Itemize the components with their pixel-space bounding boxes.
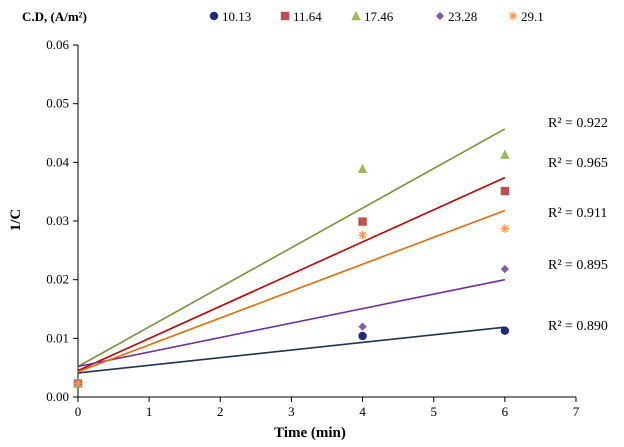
data-point-17-46 (500, 149, 510, 159)
data-point-23-28 (358, 322, 367, 331)
trendline-29-1 (77, 209, 506, 373)
legend-label-23-28: 23.28 (448, 9, 477, 24)
r2-label-23-28: R² = 0.895 (548, 258, 608, 273)
data-point-29-1 (73, 379, 83, 388)
trendline-23-28 (77, 278, 506, 368)
r2-label-29-1: R² = 0.911 (548, 206, 607, 221)
x-tick-label: 1 (146, 404, 153, 419)
x-tick-label: 3 (288, 404, 295, 419)
chart-r2-labels: R² = 0.890 R² = 0.965 R² = 0.922 R² = 0.895… (548, 116, 608, 334)
r2-label-17-46: R² = 0.922 (548, 116, 608, 131)
legend-marker-11-64 (280, 11, 290, 21)
legend-label-17-46: 17.46 (364, 9, 394, 24)
x-tick-label: 4 (359, 404, 366, 419)
y-tick-label: 0.04 (46, 154, 69, 169)
data-point-17-46 (357, 163, 368, 173)
trendline-10-13 (77, 326, 505, 374)
data-point-23-28 (500, 264, 510, 274)
trendline-11-64 (77, 176, 506, 372)
chart-legend: C.D, (A/m²) 10.13 11.64 17.46 23.28 29.1 (22, 9, 544, 24)
legend-marker-17-46 (351, 10, 361, 21)
y-axis-title: 1/C (8, 209, 24, 232)
legend-label-10-13: 10.13 (222, 9, 251, 24)
data-point-11-64 (358, 217, 367, 226)
r2-label-11-64: R² = 0.965 (548, 156, 608, 171)
x-tick-label: 6 (502, 404, 509, 419)
chart-points (73, 149, 510, 388)
legend-label-29-1: 29.1 (521, 9, 544, 24)
y-tick-label: 0.01 (46, 330, 69, 345)
y-tick-label: 0.02 (46, 272, 69, 287)
trendline-17-46 (77, 128, 506, 368)
r2-label-10-13: R² = 0.890 (548, 319, 608, 334)
legend-marker-23-28 (435, 11, 445, 21)
legend-marker-29-1 (508, 11, 518, 21)
y-tick-label: 0.00 (46, 389, 69, 404)
chart-trendlines (77, 128, 506, 374)
legend-label-11-64: 11.64 (293, 9, 322, 24)
x-tick-label: 0 (75, 404, 82, 419)
data-point-10-13 (358, 331, 367, 341)
data-point-29-1 (358, 230, 367, 240)
legend-marker-10-13 (209, 11, 219, 21)
x-tick-label: 7 (573, 404, 580, 419)
data-point-10-13 (500, 326, 510, 335)
legend-title: C.D, (A/m²) (22, 9, 87, 24)
y-tick-label: 0.06 (46, 37, 69, 52)
y-tick-label: 0.03 (46, 213, 69, 228)
chart-ticks: 0.00 0.01 0.02 0.03 0.04 0.05 0.06 0 1 2 3 4 5 6 7 (46, 37, 580, 419)
data-point-11-64 (500, 186, 510, 196)
y-tick-label: 0.05 (46, 96, 69, 111)
x-tick-label: 5 (430, 404, 437, 419)
data-point-29-1 (500, 224, 510, 233)
x-axis-title: Time (min) (274, 425, 346, 441)
x-tick-label: 2 (217, 404, 224, 419)
